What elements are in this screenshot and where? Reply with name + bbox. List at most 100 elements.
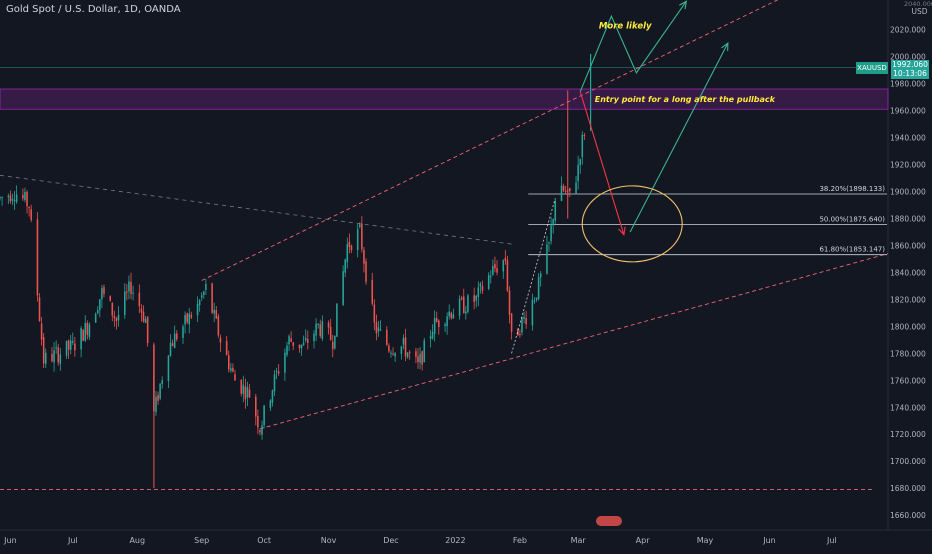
candle-body bbox=[159, 383, 161, 399]
candle-body bbox=[334, 335, 336, 349]
candle-body bbox=[7, 196, 10, 198]
candle-body bbox=[304, 338, 307, 341]
candle-body bbox=[1, 197, 3, 199]
candle-body bbox=[273, 374, 276, 392]
candle-body bbox=[84, 323, 87, 341]
candle-body bbox=[408, 351, 411, 353]
candle-body bbox=[246, 387, 249, 398]
annotation-more-likely: More likely bbox=[599, 21, 652, 31]
y-tick-label: 1680.000 bbox=[890, 484, 926, 493]
x-tick-label: Oct bbox=[257, 536, 271, 545]
candle-body bbox=[26, 191, 28, 207]
candle-body bbox=[313, 333, 315, 341]
candle-body bbox=[203, 291, 205, 296]
candle-body bbox=[9, 195, 12, 202]
candle-body bbox=[377, 327, 380, 332]
candle-body bbox=[69, 340, 72, 350]
candle-body bbox=[462, 296, 465, 314]
candle-body bbox=[234, 374, 236, 381]
fib-label: 50.00%(1875.640) bbox=[819, 215, 885, 223]
candle-body bbox=[539, 273, 542, 278]
candle-body bbox=[184, 315, 186, 325]
candle-body bbox=[292, 342, 295, 346]
candle-body bbox=[109, 296, 111, 301]
candle-body bbox=[196, 303, 199, 316]
y-tick-label: 1960.000 bbox=[890, 107, 926, 116]
rally-trendline bbox=[511, 198, 556, 354]
candle-body bbox=[140, 308, 143, 313]
candle-body bbox=[363, 249, 365, 264]
candle-body bbox=[230, 368, 232, 371]
y-tick-label: 1860.000 bbox=[890, 241, 926, 250]
candle-body bbox=[275, 371, 278, 373]
candle-body bbox=[508, 290, 511, 315]
candle-body bbox=[244, 386, 247, 400]
candle-body bbox=[365, 261, 367, 282]
candle-body bbox=[435, 318, 438, 322]
target-ellipse bbox=[581, 185, 683, 263]
candle-body bbox=[319, 324, 322, 337]
candle-body bbox=[42, 337, 45, 364]
candle-body bbox=[346, 244, 349, 262]
replay-badge bbox=[596, 516, 622, 526]
x-tick-label: Apr bbox=[636, 536, 651, 545]
candle-body bbox=[146, 316, 149, 343]
candle-body bbox=[128, 281, 130, 292]
candle-body bbox=[300, 344, 303, 349]
x-tick-label: May bbox=[697, 536, 714, 545]
candle-body bbox=[548, 242, 550, 244]
candle-body bbox=[417, 356, 419, 363]
candle-body bbox=[473, 295, 475, 302]
candle-body bbox=[259, 430, 261, 433]
annotation-entry-point: Entry point for a long after the pullbac… bbox=[595, 95, 776, 104]
candle-body bbox=[123, 291, 126, 316]
candle-body bbox=[155, 396, 157, 413]
candle-body bbox=[438, 320, 440, 327]
y-tick-label: 2020.000 bbox=[890, 26, 926, 35]
candle-body bbox=[65, 340, 68, 356]
candle-body bbox=[492, 266, 494, 275]
candle-body bbox=[583, 135, 586, 137]
candle-body bbox=[552, 219, 554, 226]
candle-body bbox=[132, 292, 134, 294]
candle-body bbox=[144, 319, 147, 323]
candle-body bbox=[44, 352, 47, 364]
candle-body bbox=[546, 244, 548, 274]
candle-body bbox=[257, 415, 259, 428]
candle-body bbox=[157, 394, 159, 401]
price-axis-panel bbox=[888, 0, 932, 550]
candle-body bbox=[344, 259, 346, 273]
candle-body bbox=[329, 326, 332, 340]
candle-body bbox=[525, 317, 527, 325]
candle-body bbox=[315, 323, 317, 336]
candle-body bbox=[560, 185, 563, 202]
price-axis-top: 2040.000 USD bbox=[904, 0, 932, 16]
candle-body bbox=[423, 340, 426, 363]
candle-body bbox=[30, 209, 32, 220]
candle-body bbox=[388, 345, 390, 352]
candle-body bbox=[446, 316, 448, 327]
candle-body bbox=[225, 340, 228, 356]
candle-body bbox=[444, 324, 446, 327]
candle-body bbox=[284, 352, 286, 373]
candle-body bbox=[82, 329, 84, 341]
candle-body bbox=[400, 346, 403, 354]
candle-body bbox=[448, 311, 450, 317]
y-tick-label: 1940.000 bbox=[890, 134, 926, 143]
fib-label: 38.20%(1898.133) bbox=[819, 185, 885, 193]
candle-body bbox=[390, 352, 392, 354]
candle-body bbox=[205, 284, 207, 290]
candle-body bbox=[271, 390, 274, 403]
candle-body bbox=[261, 425, 263, 435]
candle-body bbox=[215, 310, 218, 319]
candle-body bbox=[182, 326, 184, 338]
candle-body bbox=[126, 291, 128, 293]
currency-label: USD bbox=[911, 7, 928, 16]
currency-top-cut: 2040.000 bbox=[904, 0, 932, 8]
candle-body bbox=[554, 201, 557, 221]
candle-body bbox=[103, 286, 105, 294]
candle-body bbox=[394, 352, 396, 357]
